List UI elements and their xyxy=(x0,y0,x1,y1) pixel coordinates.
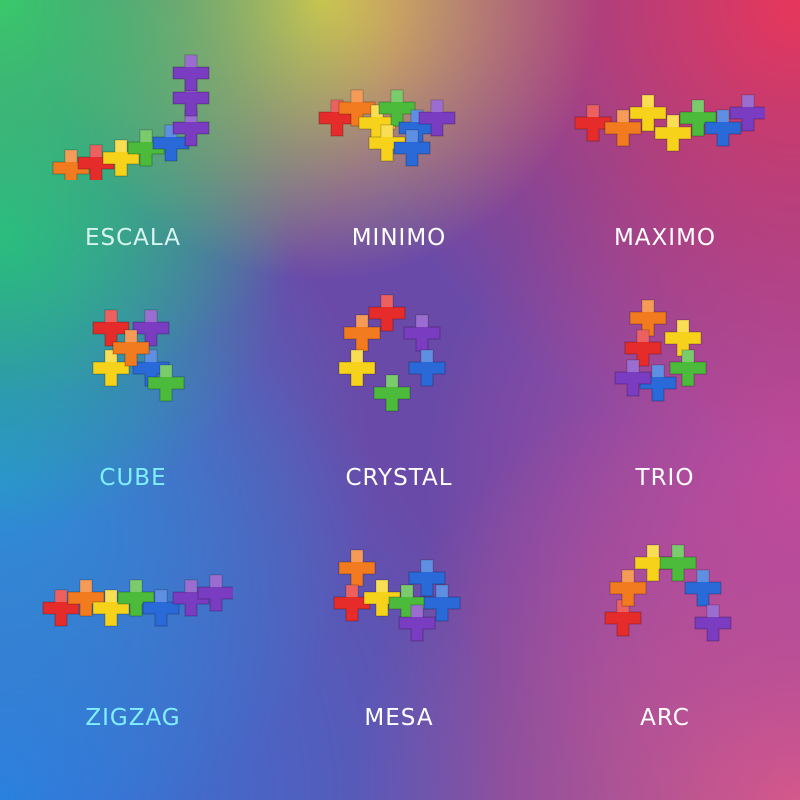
plus-brick xyxy=(52,149,90,180)
plus-brick xyxy=(669,349,707,387)
brick-model-image xyxy=(338,294,446,412)
model-label: ESCALA xyxy=(84,225,181,251)
brick-model-image xyxy=(574,94,765,152)
model-label: TRIO xyxy=(635,465,695,491)
plus-brick xyxy=(604,109,642,147)
plus-brick xyxy=(368,124,406,162)
plus-brick xyxy=(77,144,115,180)
model-label: CRYSTAL xyxy=(345,465,453,491)
model-minimo: MINIMO xyxy=(266,0,532,266)
plus-brick xyxy=(418,99,456,137)
model-crystal: CRYSTAL xyxy=(266,240,532,506)
plus-brick xyxy=(614,359,652,397)
plus-brick xyxy=(629,94,667,132)
model-label: MAXIMO xyxy=(613,225,717,251)
model-label: MESA xyxy=(364,705,434,731)
model-cube: CUBE xyxy=(0,240,266,506)
plus-brick xyxy=(408,559,446,597)
plus-brick xyxy=(423,584,461,622)
plus-brick xyxy=(694,604,732,642)
plus-brick xyxy=(172,54,210,92)
plus-brick xyxy=(684,569,722,607)
model-zigzag: ZIGZAG xyxy=(0,480,266,746)
plus-brick xyxy=(112,329,150,367)
brick-model-image xyxy=(333,549,461,642)
plus-brick xyxy=(729,94,765,132)
plus-brick xyxy=(67,579,105,617)
plus-brick xyxy=(142,589,180,627)
plus-brick xyxy=(609,569,647,607)
plus-brick xyxy=(629,299,667,337)
plus-brick xyxy=(117,579,155,617)
plus-brick xyxy=(654,114,692,152)
plus-brick xyxy=(624,329,662,367)
plus-brick xyxy=(408,349,446,387)
model-mesa: MESA xyxy=(266,480,532,746)
plus-brick xyxy=(373,374,411,412)
brick-model-image xyxy=(92,309,185,402)
brick-model-image xyxy=(52,54,210,180)
brick-model-image xyxy=(614,299,707,402)
plus-brick xyxy=(197,574,233,612)
plus-brick xyxy=(147,364,185,402)
plus-brick xyxy=(338,349,376,387)
plus-brick xyxy=(363,579,401,617)
model-label: ZIGZAG xyxy=(85,705,181,731)
plus-brick xyxy=(393,129,431,167)
model-escala: ESCALA xyxy=(0,0,266,266)
plus-brick xyxy=(574,104,612,142)
plus-brick xyxy=(704,109,742,147)
plus-brick xyxy=(42,589,80,627)
model-trio: TRIO xyxy=(532,240,798,506)
plus-brick xyxy=(92,589,130,627)
plus-brick xyxy=(403,314,441,352)
plus-brick xyxy=(92,309,130,347)
plus-brick xyxy=(333,584,371,622)
plus-brick xyxy=(102,139,140,177)
model-label: ARC xyxy=(640,705,690,731)
brick-model-image xyxy=(42,574,233,627)
plus-brick xyxy=(659,544,697,582)
plus-brick xyxy=(679,99,717,137)
model-label: MINIMO xyxy=(351,225,447,251)
model-label: CUBE xyxy=(99,465,167,491)
brick-model-image xyxy=(604,544,732,642)
plus-brick xyxy=(92,349,130,387)
model-arc: ARC xyxy=(532,480,798,746)
plus-brick xyxy=(343,314,381,352)
plus-brick xyxy=(634,544,672,582)
plus-brick xyxy=(338,549,376,587)
plus-brick xyxy=(398,604,436,642)
plus-brick xyxy=(172,579,210,617)
plus-brick xyxy=(368,294,406,332)
plus-brick xyxy=(132,309,170,347)
plus-brick xyxy=(127,129,165,167)
model-maximo: MAXIMO xyxy=(532,0,798,266)
brick-model-image xyxy=(318,89,456,167)
